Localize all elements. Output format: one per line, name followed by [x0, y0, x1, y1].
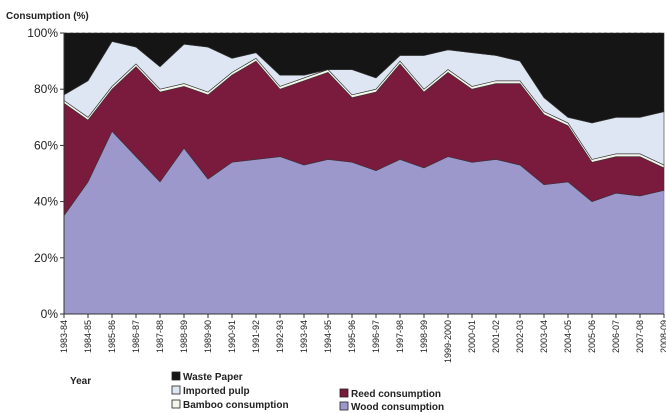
x-axis: 1983-84 1984-85 1985-86 1986-87 1987-88 1988-… [59, 314, 666, 363]
y-tick-label: 80% [34, 82, 58, 96]
legend-label: Waste Paper [183, 372, 243, 383]
legend: Waste Paper Imported pulp Bamboo consumpti… [171, 371, 444, 413]
x-tick-label: 2000-01 [467, 320, 477, 353]
y-tick-label: 60% [34, 138, 58, 152]
y-tick-label: 40% [34, 195, 58, 209]
plot-area [63, 32, 665, 315]
x-tick-label: 1999-2000 [443, 320, 453, 363]
x-tick-label: 1984-85 [83, 320, 93, 353]
y-tick-label: 100% [27, 26, 58, 40]
x-tick-label: 1986-87 [131, 320, 141, 353]
x-tick-label: 1995-96 [347, 320, 357, 353]
x-tick-label: 1983-84 [59, 320, 69, 353]
x-tick-label: 1997-98 [395, 320, 405, 353]
x-tick-label: 1990-91 [227, 320, 237, 353]
x-tick-label: 1987-88 [155, 320, 165, 353]
legend-label: Reed consumption [351, 389, 441, 400]
x-tick-label: 1992-93 [275, 320, 285, 353]
legend-label: Bamboo consumption [183, 400, 289, 411]
x-tick-label: 1989-90 [203, 320, 213, 353]
x-tick-label: 1998-99 [419, 320, 429, 353]
y-axis-title: Consumption (%) [6, 11, 89, 22]
x-tick-label: 1985-86 [107, 320, 117, 353]
x-tick-label: 2008-09 [659, 320, 666, 353]
area-waste-paper [63, 32, 665, 124]
legend-swatch [171, 385, 181, 395]
y-tick-label: 20% [34, 251, 58, 265]
x-tick-label: 2003-04 [539, 320, 549, 353]
x-tick-label: 2004-05 [563, 320, 573, 353]
x-axis-title: Year [70, 376, 91, 387]
x-tick-label: 2005-06 [587, 320, 597, 353]
y-axis: 0% 20% 40% 60% 80% 100% [27, 26, 64, 321]
x-tick-label: 1994-95 [323, 320, 333, 353]
x-tick-label: 2006-07 [611, 320, 621, 353]
x-tick-label: 2002-03 [515, 320, 525, 353]
x-tick-label: 1991-92 [251, 320, 261, 353]
y-tick-label: 0% [41, 307, 59, 321]
x-tick-label: 1993-94 [299, 320, 309, 353]
legend-swatch [171, 371, 181, 381]
x-tick-label: 1996-97 [371, 320, 381, 353]
legend-swatch [339, 388, 349, 398]
legend-swatch [171, 399, 181, 409]
legend-label: Imported pulp [183, 386, 250, 397]
x-tick-label: 2007-08 [635, 320, 645, 353]
legend-swatch [339, 401, 349, 411]
legend-label: Wood consumption [351, 402, 444, 413]
x-tick-label: 2001-02 [491, 320, 501, 353]
x-tick-label: 1988-89 [179, 320, 189, 353]
